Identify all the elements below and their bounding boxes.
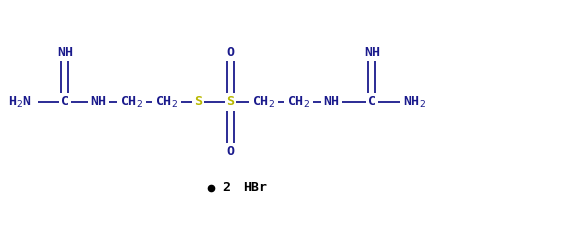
Text: O: O xyxy=(226,145,235,158)
Text: H$_2$N: H$_2$N xyxy=(8,94,32,109)
Text: NH: NH xyxy=(57,46,73,59)
Text: CH$_2$: CH$_2$ xyxy=(154,94,178,109)
Text: CH$_2$: CH$_2$ xyxy=(252,94,275,109)
Text: S: S xyxy=(194,95,202,109)
Text: NH: NH xyxy=(324,95,339,109)
Text: C: C xyxy=(61,95,69,109)
Text: O: O xyxy=(226,46,235,59)
Text: 2: 2 xyxy=(222,181,230,194)
Text: CH$_2$: CH$_2$ xyxy=(120,94,143,109)
Text: NH: NH xyxy=(364,46,380,59)
Text: HBr: HBr xyxy=(243,181,267,194)
Text: NH: NH xyxy=(91,95,106,109)
Text: C: C xyxy=(368,95,376,109)
Text: S: S xyxy=(226,95,235,109)
Text: CH$_2$: CH$_2$ xyxy=(287,94,310,109)
Text: NH$_2$: NH$_2$ xyxy=(402,94,426,109)
